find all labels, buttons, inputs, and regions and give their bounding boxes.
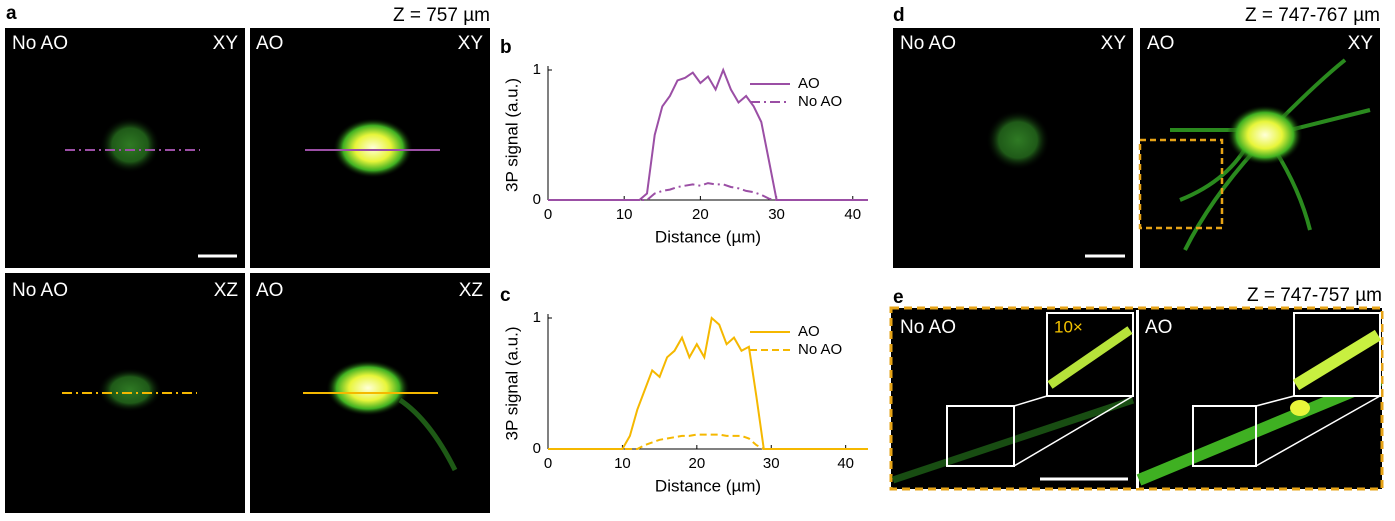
image-label: XY xyxy=(458,33,484,54)
panel-label: e xyxy=(893,287,904,308)
image-panel xyxy=(891,312,1135,484)
image-label: AO xyxy=(1147,33,1174,54)
z-label: Z = 757 µm xyxy=(393,5,490,26)
zoom-label: 10× xyxy=(1054,317,1083,336)
y-tick-label: 1 xyxy=(533,61,541,78)
image-panel xyxy=(5,273,245,513)
x-tick-label: 30 xyxy=(768,206,785,223)
image-panel xyxy=(250,28,490,268)
image-label: AO xyxy=(1145,317,1172,338)
image-label: XZ xyxy=(214,280,239,301)
x-tick-label: 0 xyxy=(544,206,552,223)
image-label: AO xyxy=(256,33,283,54)
y-axis-label: 3P signal (a.u.) xyxy=(502,326,521,440)
x-tick-label: 30 xyxy=(763,455,780,472)
x-tick-label: 20 xyxy=(688,455,705,472)
panel-label: a xyxy=(6,3,17,24)
x-tick-label: 40 xyxy=(844,206,861,223)
legend-label: No AO xyxy=(798,93,842,110)
x-tick-label: 10 xyxy=(614,455,631,472)
image-label: AO xyxy=(256,280,283,301)
legend-label: AO xyxy=(798,75,820,92)
image-label: No AO xyxy=(12,33,68,54)
image-label: XY xyxy=(1101,33,1127,54)
image-label: No AO xyxy=(900,33,956,54)
image-panel xyxy=(893,28,1133,268)
y-tick-label: 0 xyxy=(533,440,541,457)
line-series xyxy=(548,67,868,201)
image-label: XY xyxy=(1348,33,1374,54)
image-label: XZ xyxy=(459,280,484,301)
x-axis-label: Distance (µm) xyxy=(655,476,761,495)
z-label: Z = 747-757 µm xyxy=(1247,285,1382,306)
image-panel xyxy=(1136,310,1383,488)
image-panel xyxy=(5,28,245,268)
z-label: Z = 747-767 µm xyxy=(1245,5,1380,26)
legend-label: No AO xyxy=(798,341,842,358)
y-tick-label: 0 xyxy=(533,191,541,208)
x-axis-label: Distance (µm) xyxy=(655,227,761,246)
panel-label: d xyxy=(893,5,905,26)
y-tick-label: 1 xyxy=(533,309,541,326)
image-panel xyxy=(1138,28,1380,268)
line-series xyxy=(548,316,868,450)
y-axis-label: 3P signal (a.u.) xyxy=(502,78,521,192)
image-label: No AO xyxy=(900,317,956,338)
panel-label: c xyxy=(500,285,511,306)
panel-label: b xyxy=(500,37,512,58)
x-tick-label: 0 xyxy=(544,455,552,472)
line-series xyxy=(548,433,868,450)
image-label: No AO xyxy=(12,280,68,301)
line-series xyxy=(548,182,868,201)
image-label: XY xyxy=(213,33,239,54)
x-tick-label: 40 xyxy=(837,455,854,472)
image-panel xyxy=(250,273,490,513)
x-tick-label: 10 xyxy=(616,206,633,223)
legend-label: AO xyxy=(798,323,820,340)
x-tick-label: 20 xyxy=(692,206,709,223)
